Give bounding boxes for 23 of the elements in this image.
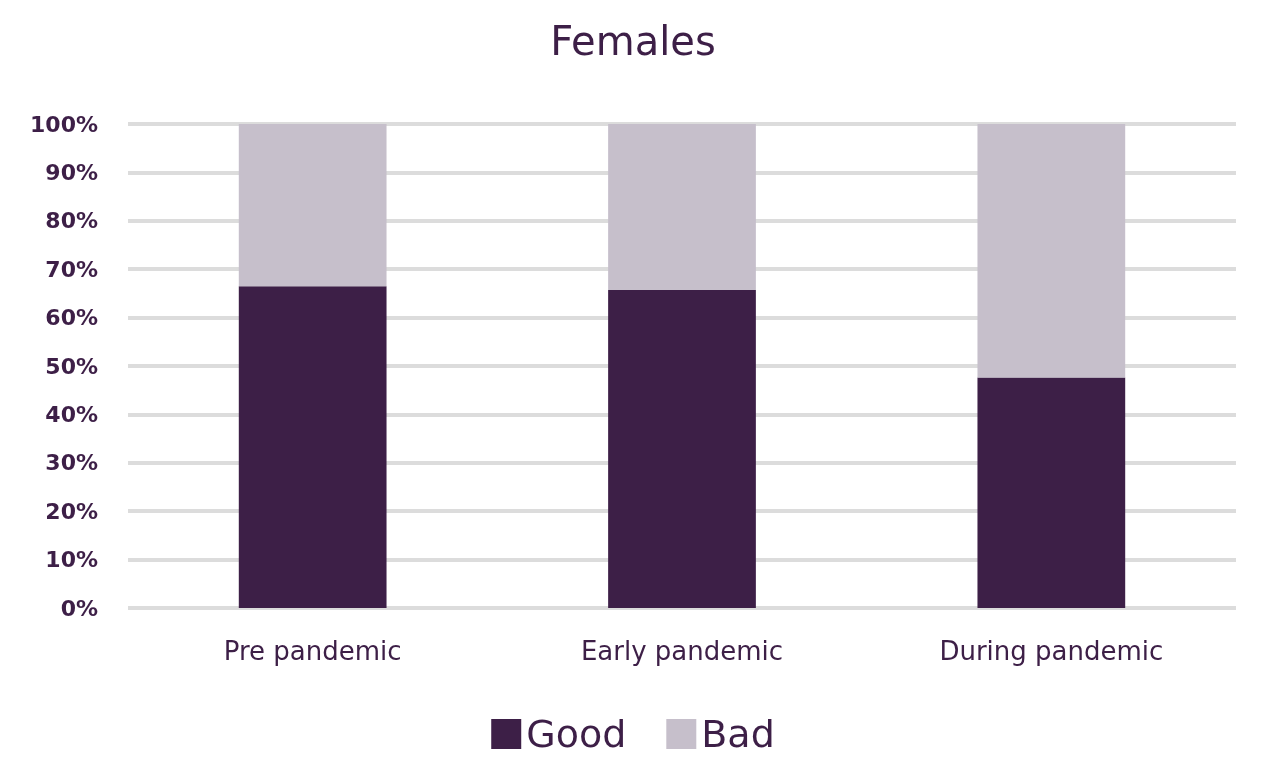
legend-label: Bad (701, 712, 775, 756)
y-tick-label: 90% (45, 159, 98, 185)
bar (977, 377, 1126, 608)
y-tick-label: 100% (30, 111, 98, 137)
y-tick-label: 60% (45, 305, 98, 331)
x-tick-label: Early pandemic (580, 636, 784, 666)
bar (238, 124, 387, 287)
chart-title: Females (550, 18, 716, 64)
bar (238, 286, 387, 608)
legend-label: Good (526, 712, 627, 756)
y-tick-label: 10% (45, 547, 98, 573)
x-tick-label: During pandemic (939, 636, 1164, 666)
bar (977, 124, 1126, 378)
y-tick-label: 50% (45, 353, 98, 379)
y-tick-label: 80% (45, 208, 98, 234)
bar (608, 290, 756, 608)
y-tick-label: 0% (60, 595, 98, 621)
y-tick-label: 70% (45, 256, 98, 282)
y-tick-label: 30% (45, 450, 98, 476)
x-tick-label: Pre pandemic (223, 636, 402, 666)
bar (608, 124, 756, 291)
y-tick-label: 40% (45, 401, 98, 427)
y-tick-label: 20% (45, 498, 98, 524)
